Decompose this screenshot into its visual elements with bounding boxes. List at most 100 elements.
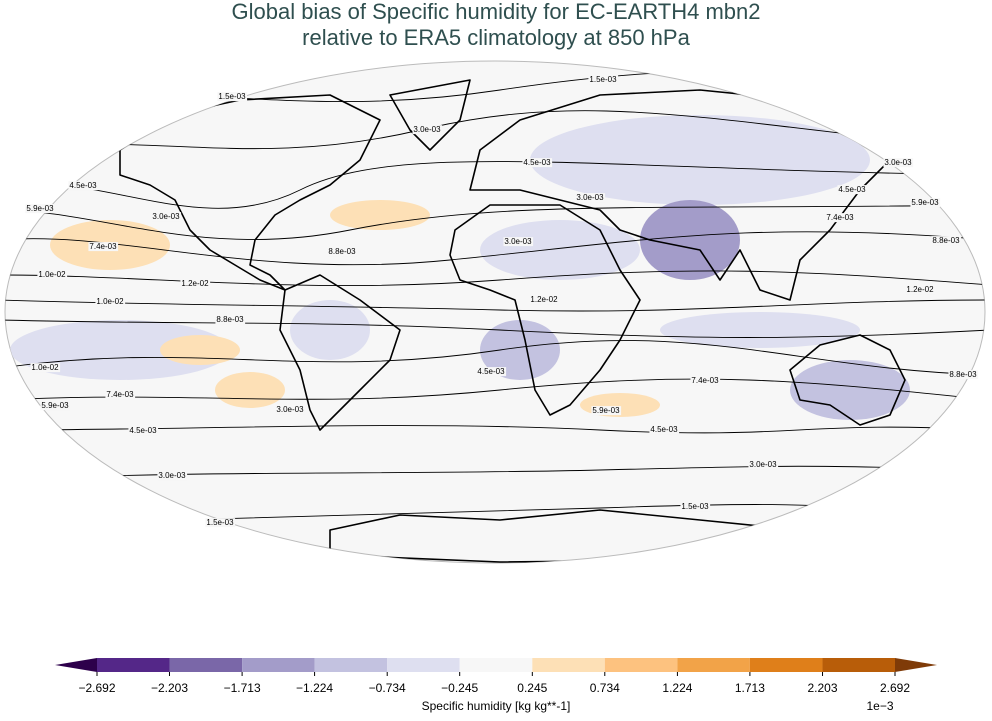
label-backing	[95, 297, 126, 307]
contour-label: 3.0e-03	[576, 193, 604, 202]
contour-label: 3.0e-03	[884, 158, 912, 167]
label-backing	[529, 295, 560, 305]
colorbar-tick-label: −0.734	[369, 681, 406, 695]
label-backing	[40, 401, 71, 411]
label-backing	[522, 158, 553, 168]
label-backing	[37, 270, 68, 280]
label-backing	[68, 181, 99, 191]
contour-label: 3.0e-03	[276, 405, 304, 414]
label-backing	[690, 376, 721, 386]
contour-label: 1.0e-02	[38, 270, 66, 279]
label-backing	[905, 285, 936, 295]
label-backing	[837, 185, 868, 195]
label-backing	[275, 405, 306, 415]
label-backing	[591, 406, 622, 416]
label-backing	[128, 426, 159, 436]
contour-label: 7.4e-03	[691, 376, 719, 385]
label-backing	[476, 367, 507, 377]
label-backing	[588, 75, 619, 85]
colorbar-box	[749, 658, 823, 672]
contour-label: 5.9e-03	[26, 204, 54, 213]
label-backing	[205, 518, 236, 528]
contour-label: 3.0e-03	[158, 471, 186, 480]
contour-label: 1.0e-02	[31, 363, 59, 372]
contour-label: 7.4e-03	[106, 390, 134, 399]
contour-label: 4.5e-03	[838, 185, 866, 194]
colorbar-box	[387, 658, 460, 672]
colorbar-tick-label: −1.224	[296, 681, 333, 695]
label-backing	[910, 198, 941, 208]
colorbar-box	[459, 658, 533, 672]
contour-label: 4.5e-03	[129, 426, 157, 435]
label-backing	[680, 502, 711, 512]
label-backing	[105, 390, 136, 400]
label-backing	[215, 315, 246, 325]
colorbar-box	[97, 658, 170, 672]
bias-field	[5, 70, 985, 563]
label-backing	[575, 193, 606, 203]
label-backing	[503, 237, 534, 247]
colorbar-label: Specific humidity [kg kg**-1]	[422, 699, 571, 713]
colorbar-tick-label: 0.245	[517, 681, 547, 695]
contour-label: 4.5e-03	[69, 181, 97, 190]
colorbar-tick-label: 2.203	[808, 681, 838, 695]
label-backing	[948, 370, 979, 380]
contour-label: 1.2e-02	[181, 279, 209, 288]
contour-label: 3.0e-03	[749, 460, 777, 469]
contour-label: 8.8e-03	[949, 370, 977, 379]
contour-label: 8.8e-03	[932, 236, 960, 245]
colorbar-tick-label: 1.713	[735, 681, 765, 695]
colorbar-tick-label: 2.692	[880, 681, 910, 695]
colorbar-box	[532, 658, 605, 672]
contour-label: 3.0e-03	[413, 125, 441, 134]
contour-label: 4.5e-03	[477, 367, 505, 376]
label-backing	[883, 158, 914, 168]
colorbar-box	[169, 658, 243, 672]
title-line: Global bias of Specific humidity for EC-…	[231, 0, 760, 24]
contour-label: 1.0e-02	[96, 297, 124, 306]
contour-label: 4.5e-03	[650, 425, 678, 434]
label-backing	[412, 125, 443, 135]
colorbar-box	[604, 658, 678, 672]
label-backing	[825, 213, 856, 223]
colorbar-tick-label: 0.734	[590, 681, 620, 695]
contour-label: 5.9e-03	[41, 401, 69, 410]
contour-label: 5.9e-03	[911, 198, 939, 207]
contour-label: 7.4e-03	[89, 242, 117, 251]
label-backing	[748, 460, 779, 470]
label-backing	[931, 236, 962, 246]
contour-label: 8.8e-03	[216, 315, 244, 324]
colorbar-box	[242, 658, 315, 672]
label-backing	[157, 471, 188, 481]
colorbar-tick-label: −2.692	[78, 681, 115, 695]
contour-label: 7.4e-03	[826, 213, 854, 222]
contour-label: 1.2e-02	[530, 295, 558, 304]
contour-label: 4.5e-03	[523, 158, 551, 167]
colorbar-scale: 1e−3	[866, 699, 893, 713]
contour-label: 8.8e-03	[328, 247, 356, 256]
contour-label: 5.9e-03	[592, 406, 620, 415]
label-backing	[25, 204, 56, 214]
colorbar-extend-low	[55, 658, 97, 672]
label-backing	[327, 247, 358, 257]
colorbar-tick-label: 1.224	[662, 681, 692, 695]
label-backing	[180, 279, 211, 289]
contour-label: 1.2e-02	[906, 285, 934, 294]
colorbar-tick-label: −2.203	[151, 681, 188, 695]
colorbar-extend-high	[895, 658, 937, 672]
contour-label: 3.0e-03	[504, 237, 532, 246]
contour-label: 3.0e-03	[152, 212, 180, 221]
label-backing	[30, 363, 61, 373]
label-backing	[217, 92, 248, 102]
colorbar-box	[822, 658, 895, 672]
label-backing	[649, 425, 680, 435]
label-backing	[151, 212, 182, 222]
contour-label: 1.5e-03	[589, 75, 617, 84]
contour-label: 1.5e-03	[206, 518, 234, 527]
label-backing	[88, 242, 119, 252]
colorbar-tick-label: −0.245	[441, 681, 478, 695]
colorbar-box	[314, 658, 388, 672]
colorbar-box	[677, 658, 750, 672]
title-line: relative to ERA5 climatology at 850 hPa	[302, 25, 690, 50]
